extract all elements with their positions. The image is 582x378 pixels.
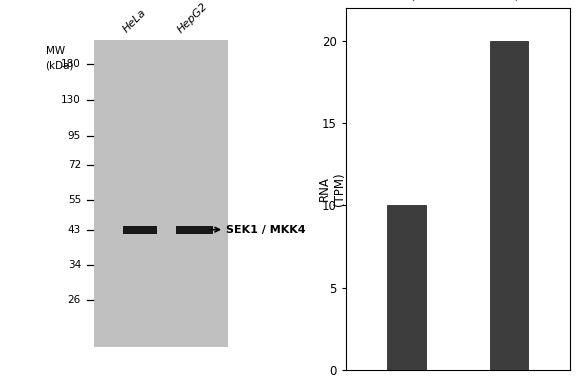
FancyBboxPatch shape	[176, 226, 213, 234]
Text: HepG2: HepG2	[176, 1, 210, 35]
Text: 43: 43	[68, 225, 81, 235]
Text: 180: 180	[61, 59, 81, 69]
Text: SEK1 / MKK4: SEK1 / MKK4	[225, 225, 305, 235]
Text: HeLa: HeLa	[121, 8, 148, 35]
Text: 34: 34	[68, 260, 81, 270]
Text: MW: MW	[45, 46, 65, 56]
Text: 26: 26	[68, 295, 81, 305]
Bar	[489, 40, 528, 370]
Y-axis label: RNA
(TPM): RNA (TPM)	[318, 172, 346, 206]
Text: 72: 72	[68, 160, 81, 170]
Text: (kDa): (kDa)	[45, 60, 74, 70]
Text: 130: 130	[61, 95, 81, 105]
Bar	[388, 206, 426, 370]
Text: 55: 55	[68, 195, 81, 205]
FancyBboxPatch shape	[94, 40, 229, 347]
Text: 95: 95	[68, 132, 81, 141]
FancyBboxPatch shape	[123, 226, 157, 234]
